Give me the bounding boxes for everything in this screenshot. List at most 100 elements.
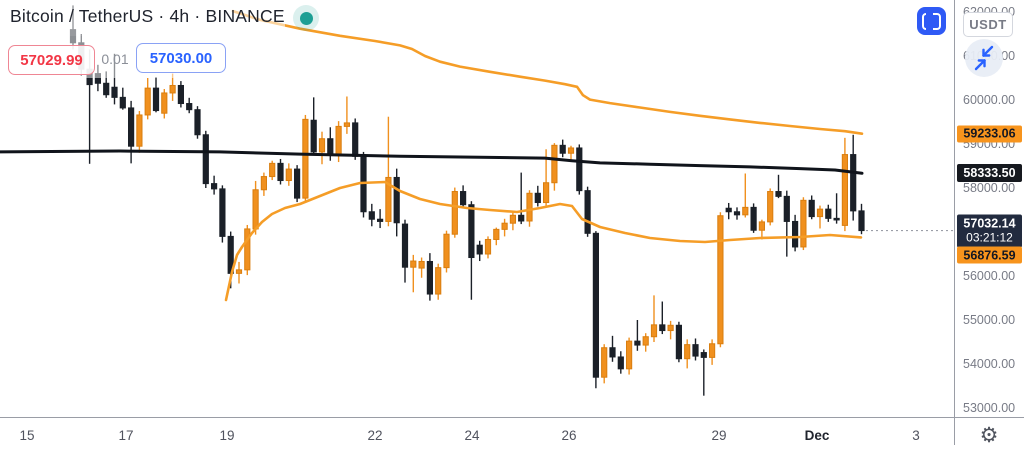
candle-body (684, 344, 691, 360)
collapse-arrows-icon (974, 45, 994, 71)
candle-body (277, 162, 284, 182)
candle-body (808, 199, 815, 218)
ma-fast-orange (224, 180, 863, 302)
candle-body (650, 324, 658, 338)
chart-canvas[interactable] (0, 0, 954, 417)
candle-body (543, 182, 550, 204)
candle-body (468, 204, 475, 259)
price-tick-label: 56000.00 (963, 269, 1016, 283)
candle-body (617, 356, 624, 370)
candle-body (401, 223, 409, 268)
settings-gear-button[interactable]: ⚙ (974, 420, 1004, 450)
fullscreen-button[interactable] (917, 7, 946, 35)
candle-body (559, 144, 566, 154)
candle-body (235, 269, 243, 274)
time-tick-label: 22 (367, 428, 383, 443)
candle-body (152, 87, 160, 112)
frame-icon-gap-top (926, 12, 933, 15)
candle-body (302, 118, 309, 199)
candle-body (601, 347, 608, 378)
price-tick-label: 53000.00 (963, 401, 1016, 415)
candle-body (410, 260, 417, 268)
price-tick-label: 60000.00 (963, 93, 1016, 107)
usdt-badge-label: USDT (969, 17, 1007, 32)
collapse-scale-button[interactable] (965, 39, 1003, 77)
candle-body (111, 86, 118, 98)
candle-body (609, 347, 616, 358)
time-tick-label: Dec (804, 428, 830, 443)
candle-body (567, 147, 575, 154)
candle-body (692, 344, 699, 357)
candle-body (177, 84, 185, 105)
usdt-badge[interactable]: USDT (963, 12, 1013, 37)
candle-body (659, 324, 666, 332)
candle-body (501, 222, 508, 230)
candle-body (69, 29, 77, 44)
candle-body (128, 107, 135, 147)
time-tick-label: 26 (561, 428, 577, 443)
bid-price-value: 57029.99 (20, 51, 83, 69)
ma-slow-label: 59233.06 (957, 125, 1022, 143)
candle-body (584, 190, 591, 234)
bid-price-chip[interactable]: 57029.99 (8, 45, 95, 75)
candle-body (816, 208, 824, 218)
market-status-dot[interactable] (300, 12, 313, 25)
time-tick-label: 19 (219, 428, 235, 443)
candle-body (476, 244, 483, 255)
candle-body (717, 215, 724, 345)
candle-body (700, 352, 707, 358)
candle-body (327, 138, 334, 156)
candle-body (393, 176, 400, 224)
candle-body (194, 109, 201, 136)
time-tick-label: 17 (118, 428, 134, 443)
candle-body (318, 138, 326, 153)
candle-body (103, 82, 110, 96)
price-tick-label: 54000.00 (963, 357, 1016, 371)
candle-body (509, 214, 516, 224)
candle-body (858, 210, 865, 232)
candle-body (377, 218, 384, 222)
price-tick-label: 58000.00 (963, 181, 1016, 195)
candle-body (443, 233, 450, 269)
candle-body (800, 199, 807, 248)
ask-price-value: 57030.00 (149, 49, 213, 67)
candle-body (94, 73, 102, 84)
candle-body (576, 147, 583, 192)
candle-body (592, 232, 599, 378)
candle-body (841, 154, 848, 226)
candle-body (136, 114, 143, 147)
candle-body (269, 162, 276, 178)
candle-body (725, 207, 732, 213)
candle-body (733, 211, 741, 216)
candle-body (294, 168, 301, 199)
candle-body (451, 191, 458, 235)
time-axis[interactable]: 15 17 19 22 24 26 29 Dec 3 (0, 418, 1024, 455)
candle-body (460, 191, 467, 206)
symbol-title[interactable]: Bitcoin / TetherUS · 4h · BINANCE (10, 6, 285, 26)
candle-body (634, 340, 641, 346)
candle-body (435, 267, 442, 295)
time-tick-label: 24 (464, 428, 480, 443)
ask-price-chip[interactable]: 57030.00 (136, 43, 226, 73)
candle-body (426, 260, 433, 295)
chip-price-value: 58333.50 (963, 166, 1016, 181)
candle-body (144, 87, 151, 116)
candle-body (385, 176, 392, 222)
candle-body (418, 260, 425, 269)
candle-body (252, 189, 259, 230)
candle-body (119, 96, 126, 109)
candle-body (202, 134, 209, 185)
candle-body (285, 168, 292, 182)
candle-body (518, 214, 525, 222)
candle-body (758, 221, 765, 231)
ma-black-label: 58333.50 (957, 164, 1022, 183)
chip-price-value: 57032.14 (963, 216, 1016, 231)
candle-body (825, 208, 832, 219)
candle-body (792, 220, 799, 248)
candle-body (675, 324, 682, 360)
frame-icon (922, 12, 941, 30)
candle-body (750, 206, 757, 231)
candle-body (551, 144, 558, 184)
candle-body (642, 336, 649, 346)
